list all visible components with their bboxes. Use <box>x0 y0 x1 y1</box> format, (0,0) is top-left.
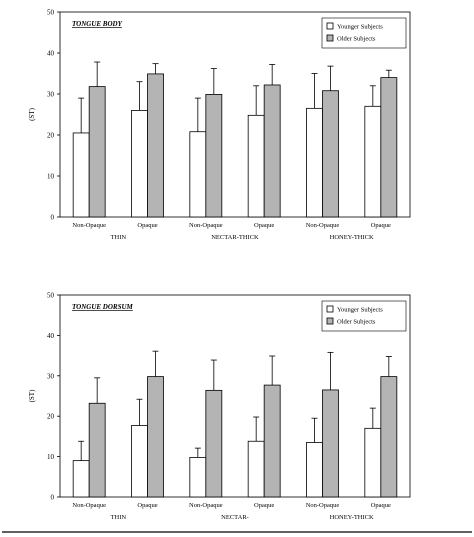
group-label: THIN <box>111 514 127 521</box>
legend-swatch-older <box>326 34 334 42</box>
bar-younger <box>364 105 382 218</box>
bar-younger <box>247 114 265 218</box>
category-label: Opaque <box>137 502 157 509</box>
category-label: Non-Opaque <box>306 222 340 229</box>
legend-swatch-younger <box>326 22 334 30</box>
group-label: NECTAR-THICK <box>211 234 259 241</box>
legend-label: Younger Subjects <box>337 307 383 314</box>
bar-younger <box>72 132 90 218</box>
legend-box <box>321 17 407 49</box>
bar-younger <box>364 427 382 498</box>
y-axis-label: (ST) <box>28 389 36 403</box>
panel-title: TONGUE DORSUM <box>72 303 134 311</box>
bar-older <box>322 389 339 498</box>
y-tick-label: 40 <box>47 50 55 58</box>
category-label: Opaque <box>371 502 391 509</box>
y-tick-label: 50 <box>47 9 55 17</box>
bar-older <box>147 376 164 498</box>
y-tick-label: 20 <box>47 413 55 421</box>
category-label: Non-Opaque <box>306 502 340 509</box>
category-label: Non-Opaque <box>189 222 223 229</box>
bar-older <box>380 77 398 218</box>
category-label: Opaque <box>137 222 157 229</box>
group-label: THIN <box>111 234 127 241</box>
y-tick-label: 0 <box>51 494 55 502</box>
bar-older <box>205 94 223 218</box>
bar-younger <box>72 460 90 498</box>
category-label: Opaque <box>254 502 274 509</box>
legend-swatch-older <box>326 317 334 325</box>
y-tick-label: 10 <box>47 453 55 461</box>
bar-older <box>88 402 106 498</box>
bar-older <box>263 384 281 498</box>
bar-younger <box>189 131 207 218</box>
y-tick-label: 30 <box>47 372 55 380</box>
category-label: Non-Opaque <box>72 502 106 509</box>
bar-older <box>88 86 106 218</box>
bar-younger <box>306 442 323 498</box>
y-tick-label: 10 <box>47 173 55 181</box>
y-axis-label: (ST) <box>28 107 36 121</box>
bar-older <box>380 376 398 498</box>
y-tick-label: 30 <box>47 91 55 99</box>
panel-title: TONGUE BODY <box>72 20 123 28</box>
legend-label: Older Subjects <box>337 319 376 326</box>
legend-box <box>321 300 407 332</box>
y-tick-label: 40 <box>47 332 55 340</box>
legend-label: Younger Subjects <box>337 24 383 31</box>
category-label: Non-Opaque <box>72 222 106 229</box>
legend-label: Older Subjects <box>337 36 376 43</box>
group-label: HONEY-THICK <box>330 514 374 521</box>
bar-younger <box>247 440 265 498</box>
y-tick-label: 20 <box>47 132 55 140</box>
bar-younger <box>131 425 148 498</box>
bar-older <box>263 84 281 218</box>
bar-older <box>322 90 339 218</box>
category-label: Non-Opaque <box>189 502 223 509</box>
category-label: Opaque <box>254 222 274 229</box>
category-label: Opaque <box>371 222 391 229</box>
chart-panel-0: 0 10 20 30 40 50 (ST) TONGUE BODY Non-Opaque Opaq… <box>28 9 411 241</box>
y-tick-label: 50 <box>47 292 55 300</box>
group-label: HONEY-THICK <box>330 234 374 241</box>
group-label: NECTAR- <box>221 514 249 521</box>
bar-younger <box>306 107 323 218</box>
chart-panel-1: 0 10 20 30 40 50 (ST) TONGUE DORSUM Non-Opaque Op… <box>28 292 411 521</box>
y-tick-label: 0 <box>51 214 55 222</box>
bar-older <box>147 73 164 218</box>
bar-younger <box>131 110 148 218</box>
bar-younger <box>189 457 207 498</box>
bar-older <box>205 389 223 498</box>
legend-swatch-younger <box>326 305 334 313</box>
